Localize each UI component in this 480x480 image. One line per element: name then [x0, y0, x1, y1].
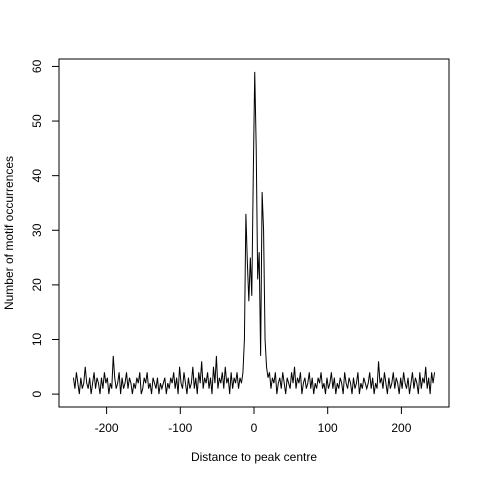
y-tick-label: 10 — [30, 333, 44, 347]
y-tick-label: 50 — [30, 114, 44, 128]
x-tick-label: -100 — [168, 421, 192, 435]
y-tick-label: 30 — [30, 223, 44, 237]
x-tick-label: 100 — [318, 421, 338, 435]
y-axis-label: Number of motif occurrences — [2, 156, 16, 310]
x-tick-label: 200 — [391, 421, 411, 435]
y-tick-label: 20 — [30, 278, 44, 292]
x-tick-label: -200 — [95, 421, 119, 435]
y-tick-label: 60 — [30, 59, 44, 73]
y-tick-label: 0 — [30, 390, 44, 397]
x-tick-label: 0 — [251, 421, 258, 435]
x-axis-label: Distance to peak centre — [191, 450, 317, 464]
data-line — [72, 71, 436, 395]
y-tick-label: 40 — [30, 169, 44, 183]
